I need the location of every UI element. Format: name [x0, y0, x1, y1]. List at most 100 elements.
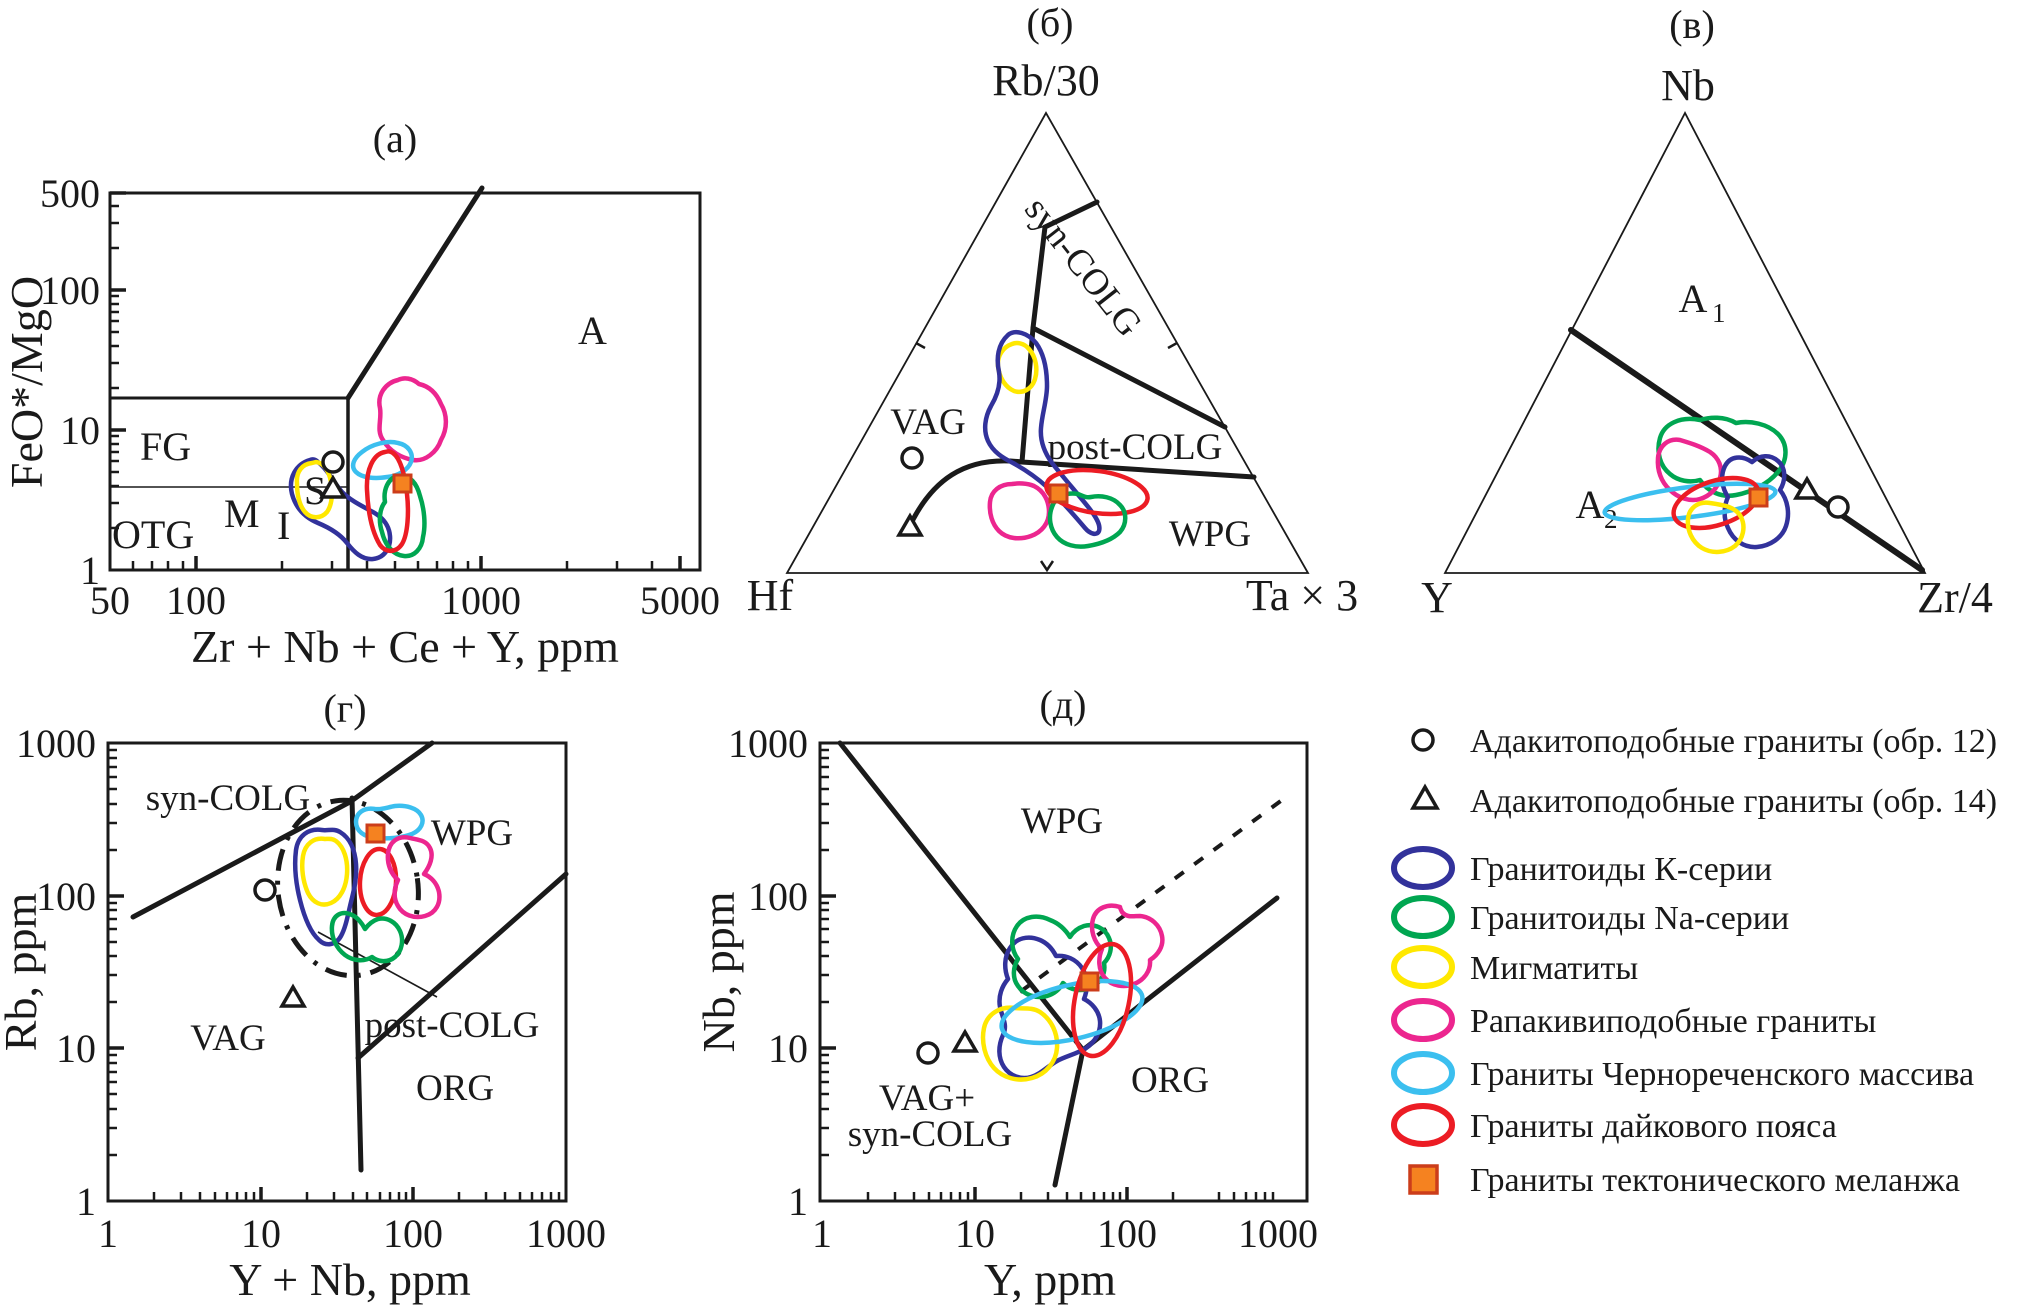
legend-item-label: Граниты Чернореченского массива: [1470, 1056, 1974, 1093]
panel-d-title: (д): [1040, 682, 1087, 727]
panel-d-field-vag-line1: VAG+: [879, 1078, 975, 1119]
legend: Адакитоподобные граниты (обр. 12) Адакит…: [1391, 723, 1997, 1199]
panel-d-vag-org-boundary: [1052, 1047, 1086, 1188]
panel-g-xlabel: Y + Nb, ppm: [229, 1254, 471, 1305]
panel-d-ytick-1000: 1000: [728, 721, 808, 766]
panel-d-xtick-10: 10: [955, 1211, 995, 1256]
panel-d-field-vag-line2: syn-COLG: [848, 1114, 1012, 1155]
panel-g-syncolg-boundary: [130, 740, 435, 920]
circle-icon: [1411, 728, 1435, 752]
panel-d-minor-ticks: [820, 748, 1275, 1201]
panel-v-a1-a2-boundary: [1568, 327, 1925, 573]
panel-d-melange-marker: [1079, 971, 1100, 992]
panel-g-ylabel: Rb, ppm: [0, 893, 46, 1052]
panel-a-field-a: A: [578, 308, 607, 353]
panel-g-dashdot-ellipse: [275, 797, 421, 979]
panel-d-axes-box: [818, 741, 1309, 1203]
panel-a-contour-dyke-belt: [364, 449, 411, 554]
panel-d-ylabel: Nb, ppm: [693, 891, 744, 1052]
panel-g-ytick-1: 1: [76, 1179, 96, 1224]
panel-g-xtick-10: 10: [241, 1211, 281, 1256]
panel-a-xtick-5000: 5000: [640, 578, 720, 623]
panel-a-xlabel: Zr + Nb + Ce + Y, ppm: [191, 621, 619, 672]
panel-a-field-s: S: [304, 468, 326, 513]
panel-a-ytick-1: 1: [80, 548, 100, 593]
panel-g-field-org: ORG: [416, 1068, 494, 1109]
panel-g-xtick-1000: 1000: [526, 1211, 606, 1256]
panel-d-sample14-marker: [950, 1028, 980, 1053]
panel-d-ytick-10: 10: [768, 1026, 808, 1071]
panel-g-contour-rapakivi: [385, 835, 442, 920]
panel-g-melange-marker: [365, 823, 386, 844]
panel-a-major-ticks: [110, 191, 682, 570]
panel-g-sample14-marker: [278, 983, 308, 1008]
panel-v-contour-chernorechensk: [1602, 481, 1778, 523]
panel-v: (в) Nb Y Zr/4 A 1 A 2: [1421, 2, 1993, 622]
panel-a-title: (а): [373, 116, 417, 161]
panel-v-contour-migmatites: [1685, 500, 1746, 555]
panel-b-vag-wpg-curve: [904, 458, 1025, 535]
panel-a-ytick-500: 500: [40, 171, 100, 216]
panel-g-title: (г): [323, 686, 366, 731]
panel-g-contour-migmatites: [299, 836, 350, 907]
panel-g-ytick-10: 10: [56, 1026, 96, 1071]
panel-a-field-m: M: [224, 491, 260, 536]
panel-v-triangle: [1443, 111, 1927, 574]
panel-v-contour-k-series: [1719, 454, 1791, 550]
panel-g-sample12-marker: [253, 878, 277, 902]
panel-a-diagonal-boundary: [345, 185, 485, 401]
panel-g-ytick-1000: 1000: [16, 721, 96, 766]
panel-a-axes-box: [108, 191, 702, 572]
ellipse-icon: [1391, 998, 1455, 1042]
panel-d-xlabel: Y, ppm: [984, 1254, 1116, 1305]
ellipse-icon: [1391, 945, 1455, 989]
ellipse-icon: [1391, 1103, 1455, 1147]
panel-v-melange-marker: [1748, 487, 1769, 508]
ellipse-icon: [1391, 895, 1455, 939]
panel-v-corner-right-label: Zr/4: [1917, 573, 1993, 622]
panel-a-field-fg: FG: [140, 424, 191, 469]
panel-a-ytick-100: 100: [40, 268, 100, 313]
panel-a-ylabel: FeO*/MgO: [1, 276, 52, 488]
panel-g: (г) 1000 100 10 1 1 10 100 1000 Y + Nb, …: [0, 686, 606, 1305]
panel-b-title: (б): [1027, 0, 1074, 45]
legend-item-label: Граниты дайкового пояса: [1470, 1108, 1837, 1145]
ellipse-icon: [1391, 1051, 1455, 1095]
panel-g-minor-ticks: [108, 748, 561, 1201]
panel-d-contour-dyke-belt: [1070, 941, 1134, 1059]
panel-g-org-boundary: [355, 871, 569, 1061]
panel-g-contour-k-series: [292, 827, 359, 947]
panel-a-sample14-marker: [318, 474, 348, 499]
legend-item-label: Граниты тектонического меланжа: [1470, 1162, 1960, 1199]
panel-a-melange-marker: [392, 473, 413, 494]
ellipse-icon: [1391, 846, 1455, 890]
panel-b-corner-left-label: Hf: [747, 571, 794, 620]
panel-d-contour-rapakivi: [1089, 903, 1165, 989]
panel-v-sample14-marker: [1792, 475, 1822, 500]
panel-b-contour-k-series: [982, 330, 1102, 537]
legend-item-label: Мигматиты: [1470, 950, 1638, 987]
panel-a-xtick-100: 100: [166, 578, 226, 623]
panel-v-contour-rapakivi: [1655, 437, 1724, 503]
panel-d-xtick-1: 1: [812, 1211, 832, 1256]
panel-d-wpg-vag-boundary: [837, 740, 1086, 1053]
panel-a-contour-na-series: [377, 473, 427, 559]
panel-b-edge-ticks: [915, 341, 1178, 573]
panel-g-field-wpg: WPG: [431, 813, 513, 854]
panel-d-field-wpg: WPG: [1021, 801, 1103, 842]
panel-d-contour-migmatites: [980, 1005, 1060, 1082]
panel-a-minor-ticks: [110, 204, 654, 570]
panel-b-melange-marker: [1048, 483, 1069, 504]
panel-a-sample12-marker: [321, 450, 345, 474]
panel-b-contour-dyke-belt: [1044, 467, 1150, 517]
panel-a-field-i: I: [277, 503, 290, 548]
panel-g-contour-na-series: [329, 910, 405, 964]
panel-a-xtick-1000: 1000: [441, 578, 521, 623]
legend-item-label: Гранитоиды Na-серии: [1470, 900, 1789, 937]
panel-b-field-vag: VAG: [890, 402, 965, 443]
panel-v-field-a1-sub: 1: [1712, 298, 1726, 328]
panel-b-corner-right-label: Ta × 3: [1246, 571, 1358, 620]
panel-g-field-syncolg: syn-COLG: [146, 778, 310, 819]
